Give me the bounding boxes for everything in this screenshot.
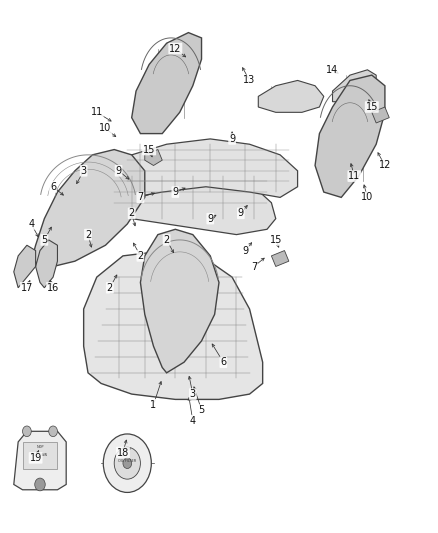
Text: NOP: NOP <box>123 448 132 452</box>
Text: 15: 15 <box>143 144 155 155</box>
Text: NOP: NOP <box>36 445 44 449</box>
Text: 2: 2 <box>163 235 170 245</box>
Text: 9: 9 <box>172 187 178 197</box>
Text: 10: 10 <box>99 123 112 133</box>
Polygon shape <box>110 171 276 235</box>
Text: 15: 15 <box>366 102 378 112</box>
Text: 9: 9 <box>238 208 244 219</box>
Circle shape <box>49 426 57 437</box>
Polygon shape <box>14 431 66 490</box>
Polygon shape <box>119 139 297 197</box>
Text: 7: 7 <box>137 192 144 203</box>
Text: 17: 17 <box>21 283 33 293</box>
Circle shape <box>114 447 141 479</box>
Text: 2: 2 <box>107 283 113 293</box>
Text: 12: 12 <box>379 160 391 171</box>
Circle shape <box>103 434 151 492</box>
Text: 1: 1 <box>150 400 156 410</box>
Polygon shape <box>332 70 376 102</box>
Polygon shape <box>35 240 57 288</box>
Polygon shape <box>22 442 57 469</box>
Text: 2: 2 <box>137 251 144 261</box>
Text: 16: 16 <box>47 283 59 293</box>
Text: 11: 11 <box>91 107 103 117</box>
Text: 13: 13 <box>244 76 256 85</box>
Text: 12: 12 <box>169 44 181 53</box>
Text: 15: 15 <box>269 235 282 245</box>
Text: 3: 3 <box>81 166 87 176</box>
Polygon shape <box>258 80 324 112</box>
Polygon shape <box>315 75 385 197</box>
Text: 19: 19 <box>29 453 42 463</box>
Circle shape <box>35 478 45 491</box>
Text: 3: 3 <box>190 389 196 399</box>
Text: OIL FILTER: OIL FILTER <box>118 458 136 463</box>
Text: 9: 9 <box>116 166 122 176</box>
Text: 4: 4 <box>28 219 34 229</box>
Text: 5: 5 <box>198 405 205 415</box>
Circle shape <box>22 426 31 437</box>
Polygon shape <box>132 33 201 134</box>
Text: 9: 9 <box>242 246 248 255</box>
Polygon shape <box>145 150 162 165</box>
Polygon shape <box>141 229 219 373</box>
Text: 5: 5 <box>41 235 47 245</box>
Text: 2: 2 <box>85 230 91 240</box>
Polygon shape <box>272 251 289 266</box>
Text: 18: 18 <box>117 448 129 457</box>
Polygon shape <box>372 107 389 123</box>
Text: 9: 9 <box>229 134 235 144</box>
Text: 6: 6 <box>50 182 56 192</box>
Text: 11: 11 <box>348 171 360 181</box>
Text: 7: 7 <box>251 262 257 271</box>
Text: 14: 14 <box>326 65 339 75</box>
Text: OIL DRAIN: OIL DRAIN <box>32 453 47 457</box>
Circle shape <box>123 458 132 469</box>
Polygon shape <box>14 245 35 288</box>
Text: 4: 4 <box>190 416 196 426</box>
Text: 6: 6 <box>220 357 226 367</box>
Polygon shape <box>31 150 145 266</box>
Text: 2: 2 <box>128 208 135 219</box>
Text: 10: 10 <box>361 192 374 203</box>
Polygon shape <box>84 251 263 399</box>
Text: 9: 9 <box>207 214 213 224</box>
